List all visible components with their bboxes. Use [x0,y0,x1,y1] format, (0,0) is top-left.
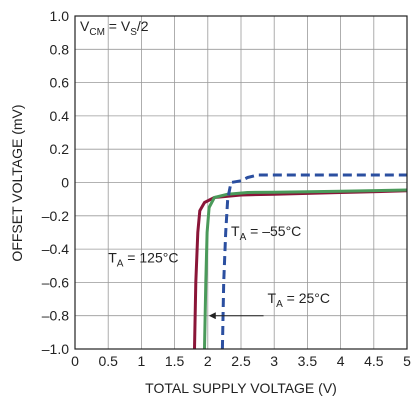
y-tick-label: 0 [61,175,69,191]
condition-label: VCM = VS/2 [80,18,149,38]
x-tick-label: 2 [204,353,212,369]
y-tick-label: –0.4 [42,241,69,257]
x-tick-labels: 0 0.5 1 1.5 2 2.5 3 3.5 4 4.5 5 [71,353,411,369]
condition-v: V [80,18,90,34]
series-curves [193,173,408,350]
temperature-label: TA = 25°C [268,290,330,310]
temperature-label: TA = 125°C [108,249,178,269]
y-tick-label: 0.6 [50,75,70,91]
x-tick-label: 0.5 [98,353,118,369]
x-tick-label: 1.5 [165,353,185,369]
x-axis-label: TOTAL SUPPLY VOLTAGE (V) [145,380,337,396]
y-tick-label: 0.4 [50,108,70,124]
x-tick-label: 2.5 [231,353,251,369]
y-tick-label: 1.0 [50,8,70,24]
y-tick-label: –0.2 [42,208,69,224]
x-tick-label: 3.5 [298,353,318,369]
series-line [203,188,408,350]
series-line [193,189,408,350]
y-tick-labels: 1.0 0.8 0.6 0.4 0.2 0 –0.2 –0.4 –0.6 –0.8 –1.0 [42,8,69,357]
condition-s-sub: S [130,27,137,38]
y-axis-label: OFFSET VOLTAGE (mV) [9,104,25,261]
y-tick-label: 0.2 [50,141,70,157]
condition-mid: = V [105,18,131,34]
grid [74,15,408,350]
x-tick-label: 0 [71,353,79,369]
x-tick-label: 4.5 [364,353,384,369]
temperature-annotations: TA = 125°C TA = 25°C TA = –55°C [108,223,330,310]
x-tick-label: 1 [138,353,146,369]
temperature-label: TA = –55°C [231,223,301,243]
condition-tail: /2 [137,18,149,34]
condition-cm-sub: CM [89,27,105,38]
y-tick-label: –0.8 [42,308,69,324]
x-tick-label: 5 [403,353,411,369]
plot-frame [74,15,408,350]
series-line [220,173,407,350]
y-tick-label: 0.8 [50,41,70,57]
x-tick-label: 3 [270,353,278,369]
x-tick-label: 4 [337,353,345,369]
y-tick-label: –0.6 [42,274,69,290]
y-tick-label: –1.0 [42,341,69,357]
